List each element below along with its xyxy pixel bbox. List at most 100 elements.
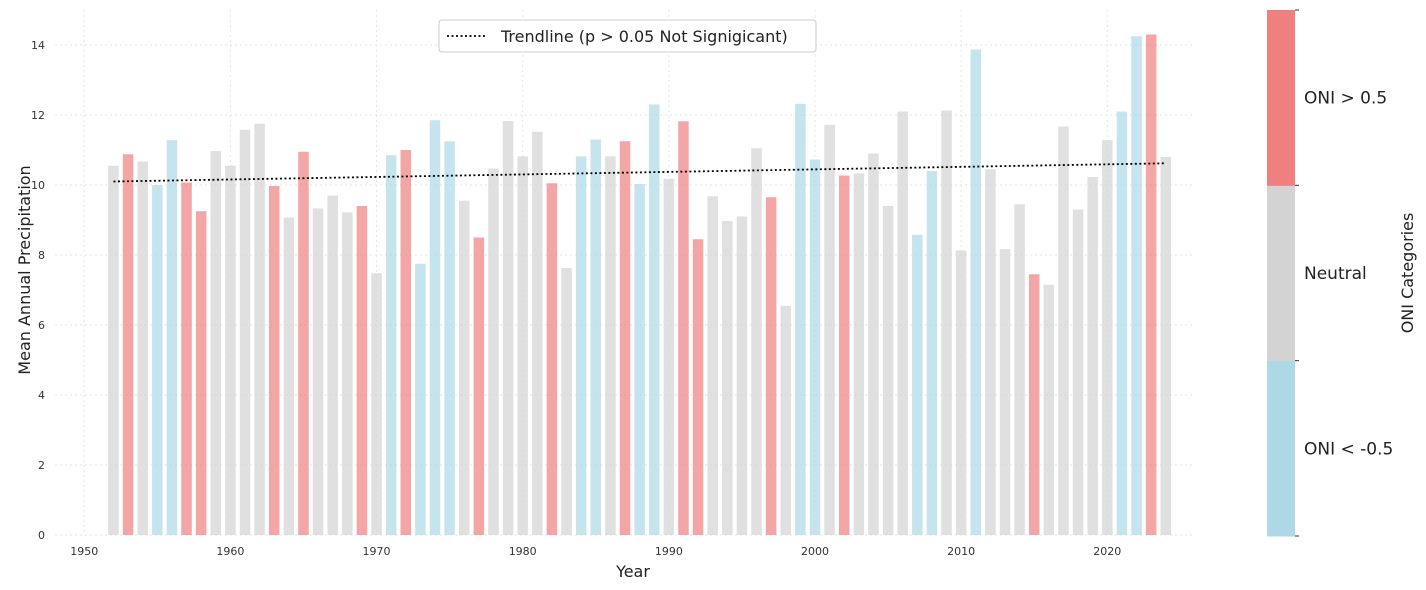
bar-2015 [1028, 274, 1040, 535]
bar-1965 [298, 151, 309, 535]
bar-1976 [458, 200, 470, 535]
y-tick-label: 4 [38, 389, 45, 402]
x-tick-label: 2010 [947, 545, 975, 558]
bar-2013 [999, 249, 1011, 536]
bar-1964 [283, 217, 295, 536]
bar-2023 [1145, 34, 1157, 535]
bar-2005 [882, 206, 894, 535]
bar-1992 [692, 239, 704, 535]
bar-1993 [707, 196, 718, 535]
bar-2019 [1087, 176, 1098, 535]
bar-2024 [1160, 157, 1172, 535]
bar-2021 [1116, 111, 1128, 535]
colorbar-label: ONI < -0.5 [1304, 439, 1393, 459]
bar-1997 [765, 197, 777, 535]
bar-2022 [1131, 36, 1142, 535]
bar-1988 [634, 183, 645, 535]
x-tick-label: 1960 [216, 545, 244, 558]
x-axis-title: Year [615, 562, 650, 581]
bar-1990 [663, 178, 675, 535]
colorbar-label: ONI > 0.5 [1304, 89, 1387, 109]
bar-2014 [1014, 204, 1025, 535]
bar-1981 [532, 131, 543, 536]
bar-2000 [809, 159, 821, 535]
bar-1982 [546, 183, 558, 535]
bar-2010 [955, 250, 967, 535]
bar-1973 [415, 263, 426, 535]
bar-2011 [970, 49, 982, 536]
legend-entry-trendline: Trendline (p > 0.05 Not Signigicant) [500, 27, 788, 46]
bar-1984 [575, 156, 587, 536]
y-axis-ticks: 0 2 4 6 8 10 12 14 [31, 39, 45, 542]
bar-1980 [517, 156, 528, 536]
trendline [113, 162, 1166, 183]
colorbar-segment [1267, 185, 1295, 362]
trendline-layer [113, 162, 1166, 183]
x-tick-label: 1950 [70, 545, 98, 558]
bar-1985 [590, 139, 602, 535]
bar-1966 [312, 208, 324, 535]
colorbar-label: Neutral [1304, 264, 1367, 284]
bar-1952 [108, 165, 119, 535]
colorbar-title: ONI Categories [1398, 213, 1417, 334]
bar-1991 [678, 121, 689, 536]
y-tick-label: 14 [31, 39, 45, 52]
bar-1996 [751, 148, 762, 535]
bar-2002 [838, 175, 850, 536]
bar-1975 [444, 141, 455, 535]
bars [108, 34, 1172, 536]
bar-1969 [356, 206, 368, 535]
colorbar-segment [1267, 360, 1295, 537]
legend-box [438, 19, 817, 53]
bar-1955 [152, 185, 163, 535]
bar-2016 [1043, 284, 1055, 535]
x-axis-ticks: 1950 1960 1970 1980 1990 2000 2010 2020 [70, 545, 1121, 558]
x-tick-label: 1990 [655, 545, 683, 558]
colorbar-segment [1267, 10, 1295, 186]
colorbar: ONI < -0.5 Neutral ONI > 0.5 [1267, 9, 1393, 537]
bar-1998 [780, 305, 792, 535]
bar-1978 [488, 168, 499, 536]
bar-2003 [853, 173, 865, 535]
bar-2012 [985, 169, 996, 535]
x-tick-label: 1970 [363, 545, 391, 558]
bar-1959 [210, 151, 222, 536]
bar-1983 [561, 267, 572, 535]
bar-2001 [824, 124, 835, 536]
y-tick-label: 12 [31, 109, 45, 122]
bar-1970 [371, 273, 382, 535]
y-tick-label: 10 [31, 179, 45, 192]
bar-1953 [122, 154, 134, 535]
bar-1974 [429, 120, 441, 535]
y-tick-label: 0 [38, 529, 45, 542]
bar-1987 [619, 141, 631, 535]
x-tick-label: 2000 [801, 545, 829, 558]
bar-1986 [605, 156, 616, 536]
bar-1954 [137, 161, 148, 536]
bar-1956 [166, 140, 178, 535]
bar-1989 [648, 104, 660, 535]
bar-1960 [225, 165, 236, 535]
y-tick-label: 6 [38, 319, 45, 332]
bar-1967 [327, 195, 338, 535]
bar-2004 [868, 153, 879, 535]
bar-1958 [195, 211, 207, 535]
bar-1963 [268, 186, 280, 536]
bar-1972 [400, 150, 412, 535]
bar-2006 [897, 111, 908, 535]
bar-2018 [1072, 209, 1084, 535]
y-tick-label: 2 [38, 459, 45, 472]
bar-1977 [473, 237, 485, 535]
bar-1971 [385, 155, 397, 535]
bar-1994 [722, 221, 733, 536]
legend: Trendline (p > 0.05 Not Signigicant) [438, 19, 817, 53]
bar-1979 [502, 120, 514, 535]
bar-2020 [1102, 140, 1113, 535]
bar-1961 [239, 129, 251, 535]
bar-1999 [795, 103, 806, 536]
bar-2017 [1058, 126, 1069, 536]
bar-2008 [926, 171, 938, 535]
x-tick-label: 2020 [1093, 545, 1121, 558]
bar-1957 [181, 182, 192, 536]
